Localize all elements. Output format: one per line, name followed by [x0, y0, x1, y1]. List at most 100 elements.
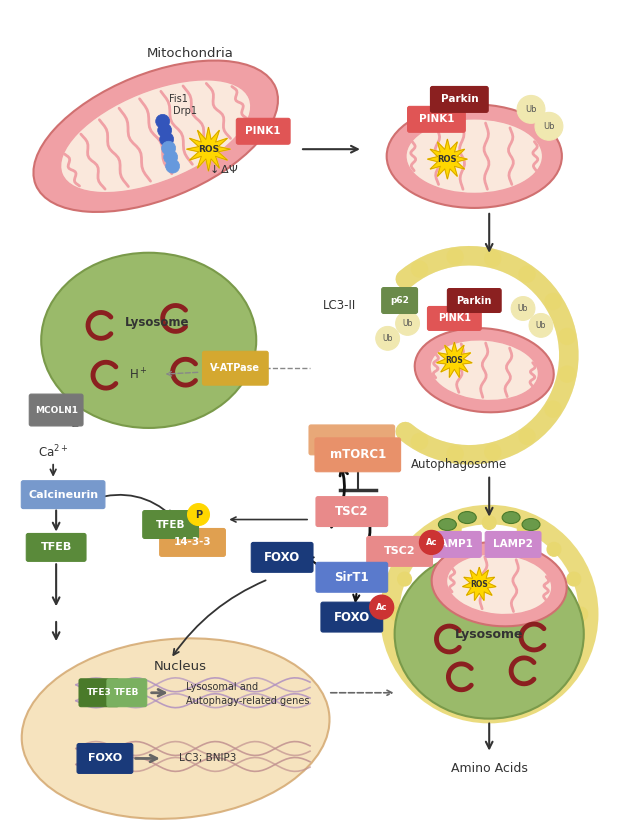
Ellipse shape [459, 512, 476, 524]
Text: LAMP1: LAMP1 [434, 539, 473, 549]
Circle shape [511, 297, 535, 321]
Ellipse shape [22, 638, 330, 819]
Circle shape [447, 691, 461, 706]
Circle shape [159, 132, 174, 146]
Circle shape [397, 642, 412, 656]
FancyBboxPatch shape [159, 529, 226, 557]
FancyBboxPatch shape [430, 86, 488, 112]
Ellipse shape [41, 253, 256, 428]
Circle shape [447, 248, 463, 265]
FancyBboxPatch shape [309, 425, 394, 455]
FancyBboxPatch shape [367, 537, 432, 566]
Circle shape [547, 543, 561, 556]
Text: TSC2: TSC2 [384, 547, 416, 557]
Circle shape [517, 96, 545, 123]
FancyBboxPatch shape [202, 352, 268, 385]
FancyBboxPatch shape [77, 744, 133, 774]
Ellipse shape [522, 519, 540, 530]
Circle shape [559, 328, 575, 344]
Text: TFEB: TFEB [40, 543, 72, 553]
Text: LC3-II: LC3-II [323, 299, 356, 312]
Text: ROS: ROS [198, 145, 219, 154]
Circle shape [574, 607, 587, 621]
Circle shape [396, 312, 419, 336]
Circle shape [447, 446, 463, 462]
Text: Lysosome: Lysosome [125, 316, 189, 329]
FancyBboxPatch shape [26, 534, 86, 562]
Circle shape [529, 313, 553, 337]
Text: Drp1: Drp1 [173, 106, 197, 116]
FancyBboxPatch shape [427, 307, 481, 331]
Ellipse shape [447, 554, 552, 615]
Text: LC3; BNIP3: LC3; BNIP3 [179, 754, 236, 764]
Text: Fis1: Fis1 [169, 95, 188, 105]
Text: p62: p62 [390, 296, 409, 305]
Circle shape [519, 266, 535, 283]
Circle shape [162, 141, 176, 155]
Circle shape [417, 543, 431, 556]
FancyBboxPatch shape [29, 394, 83, 426]
Circle shape [559, 366, 575, 382]
Ellipse shape [60, 80, 251, 193]
Circle shape [188, 504, 209, 525]
Ellipse shape [406, 119, 543, 194]
Text: Ub: Ub [518, 304, 528, 313]
Text: Ub: Ub [525, 105, 537, 114]
Ellipse shape [430, 340, 538, 401]
FancyBboxPatch shape [236, 118, 290, 145]
Circle shape [164, 150, 178, 165]
Polygon shape [462, 568, 496, 601]
FancyBboxPatch shape [79, 679, 119, 706]
Text: TSC2: TSC2 [335, 505, 369, 518]
Text: Ub: Ub [383, 334, 393, 343]
FancyBboxPatch shape [382, 288, 417, 313]
Text: ROS: ROS [445, 356, 464, 365]
Text: H$^+$: H$^+$ [130, 367, 148, 383]
Text: PINK1: PINK1 [419, 115, 454, 125]
Circle shape [447, 523, 461, 537]
Circle shape [417, 672, 431, 686]
Circle shape [412, 261, 427, 277]
Text: Ac: Ac [376, 602, 388, 612]
Text: Calcineurin: Calcineurin [28, 489, 98, 499]
Text: Ub: Ub [536, 321, 546, 330]
Text: ROS: ROS [437, 155, 457, 164]
Text: 14-3-3: 14-3-3 [174, 538, 211, 548]
Circle shape [166, 160, 179, 173]
Text: FOXO: FOXO [334, 611, 370, 623]
Polygon shape [186, 127, 231, 171]
Text: Autophagosome: Autophagosome [411, 458, 508, 471]
Text: PINK1: PINK1 [245, 126, 281, 136]
Circle shape [547, 672, 561, 686]
Circle shape [517, 691, 531, 706]
Text: V-ATPase: V-ATPase [211, 363, 260, 373]
FancyBboxPatch shape [316, 563, 388, 593]
Circle shape [535, 112, 563, 140]
Circle shape [397, 572, 412, 586]
Text: Ub: Ub [402, 319, 413, 328]
FancyBboxPatch shape [143, 510, 199, 538]
Text: TFE3: TFE3 [87, 688, 112, 697]
Polygon shape [427, 140, 467, 179]
Circle shape [412, 434, 427, 450]
Ellipse shape [415, 328, 554, 412]
FancyBboxPatch shape [315, 438, 401, 472]
Text: Ca$^{2+}$: Ca$^{2+}$ [38, 444, 69, 460]
Circle shape [482, 699, 496, 713]
Ellipse shape [394, 549, 584, 719]
Circle shape [419, 530, 444, 554]
Text: LAMP2: LAMP2 [493, 539, 533, 549]
Text: PINK1: PINK1 [438, 313, 471, 323]
Text: Parkin: Parkin [457, 296, 492, 306]
Text: Ac: Ac [426, 538, 437, 547]
Text: Lysosome: Lysosome [455, 627, 523, 641]
Text: Nucleus: Nucleus [154, 661, 207, 673]
Circle shape [482, 515, 496, 529]
Circle shape [517, 523, 531, 537]
Circle shape [156, 115, 169, 128]
FancyBboxPatch shape [251, 543, 313, 573]
Text: SirT1: SirT1 [335, 571, 369, 583]
Text: TFEB: TFEB [156, 519, 186, 529]
FancyBboxPatch shape [426, 532, 481, 558]
Circle shape [545, 401, 561, 417]
